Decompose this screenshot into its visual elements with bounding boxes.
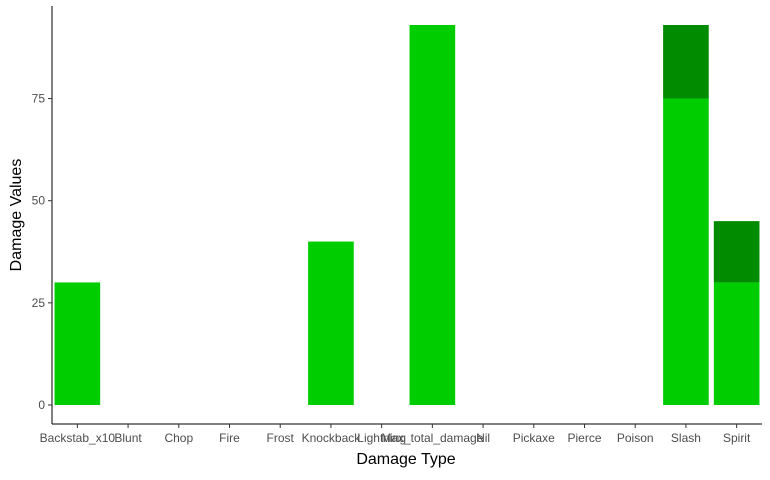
y-axis-ticks: 0 25 50 75 [32,92,52,412]
x-tick-label: Knockback [302,431,362,445]
y-axis-title: Damage Values [8,159,25,272]
x-tick-label: Poison [617,431,654,445]
x-axis-title: Damage Type [356,451,455,468]
bar-series2-Slash [663,25,709,99]
y-tick-label: 50 [32,194,46,208]
bar-series2-Spirit [713,221,760,283]
y-tick-label: 25 [32,296,46,310]
x-tick-label: Nil [476,431,490,445]
bar-series1-Knockback [308,241,354,405]
x-tick-label: Backstab_x10 [40,431,116,445]
bar-series1-Max_total_damage [409,25,456,405]
y-tick-label: 75 [32,92,46,106]
x-tick-label: Spirit [723,431,751,445]
x-tick-label: Max_total_damage [381,431,483,445]
x-tick-label: Frost [267,431,295,445]
x-axis-ticks: Backstab_x10 Blunt Chop Fire Frost KnockbackL… [40,424,751,445]
bar-series1-Spirit [713,282,760,405]
y-tick-label: 0 [38,398,45,412]
bar-series1-Backstab_x10 [54,282,101,405]
x-tick-label: Blunt [114,431,142,445]
x-tick-label: Lightning [357,431,406,445]
x-tick-label: Chop [164,431,193,445]
x-tick-label: Pierce [567,431,601,445]
bars [54,25,760,406]
x-tick-label: Slash [671,431,701,445]
bar-series1-Slash [663,98,709,406]
x-tick-label: Fire [219,431,240,445]
x-tick-label: Pickaxe [513,431,555,445]
